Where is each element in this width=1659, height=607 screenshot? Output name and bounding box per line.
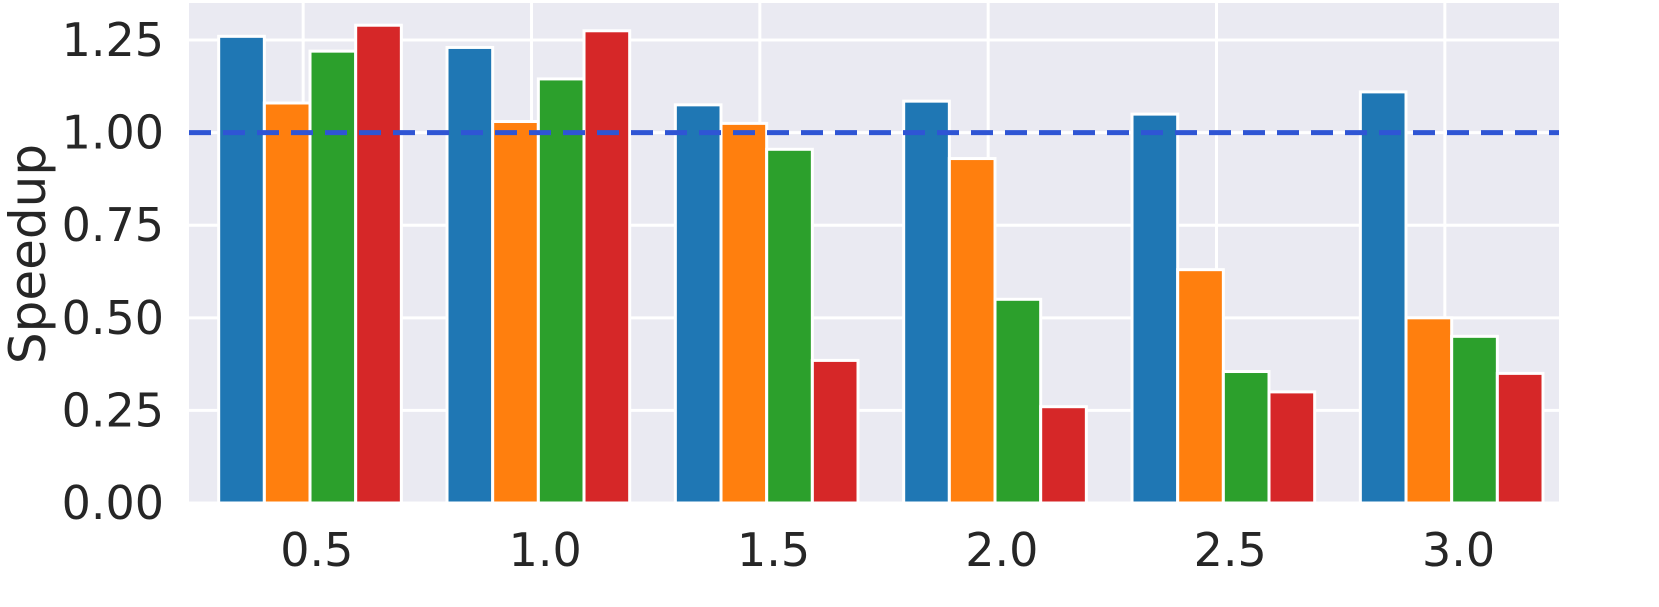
bar xyxy=(262,101,312,505)
y-tick-label: 0.00 xyxy=(62,476,164,530)
bar xyxy=(902,99,951,505)
x-tick-label: 1.5 xyxy=(737,523,810,577)
bar xyxy=(1404,316,1454,505)
bar xyxy=(217,34,266,505)
bar xyxy=(1039,405,1088,505)
bar xyxy=(810,358,860,505)
y-tick-label: 1.25 xyxy=(62,13,164,67)
bar xyxy=(765,147,814,505)
bar xyxy=(1176,268,1225,505)
x-tick-label: 0.5 xyxy=(280,523,353,577)
bar xyxy=(308,49,358,505)
bar xyxy=(582,29,632,505)
bar xyxy=(445,45,495,505)
bar xyxy=(719,121,769,505)
bar xyxy=(1221,370,1271,505)
y-axis-label: Speedup xyxy=(0,144,57,364)
bar xyxy=(1130,112,1180,505)
bar xyxy=(1495,371,1545,505)
bar xyxy=(673,103,723,505)
bar xyxy=(491,120,540,505)
bar xyxy=(1450,334,1499,505)
bar xyxy=(1267,390,1317,505)
bars xyxy=(217,23,1545,505)
bar xyxy=(1358,90,1408,505)
bar xyxy=(354,23,403,505)
y-tick-label: 0.50 xyxy=(62,291,164,345)
bar xyxy=(536,77,586,505)
y-tick-label: 0.25 xyxy=(62,383,164,437)
bar xyxy=(993,297,1043,505)
x-tick-label: 3.0 xyxy=(1422,523,1495,577)
bar xyxy=(947,157,997,505)
y-tick-label: 1.00 xyxy=(62,106,164,160)
x-tick-labels: 0.5 1.0 1.5 2.0 2.5 3.0 xyxy=(280,523,1495,577)
x-tick-label: 1.0 xyxy=(509,523,582,577)
y-tick-labels: 0.00 0.25 0.50 0.75 1.00 1.25 xyxy=(62,13,164,530)
x-tick-label: 2.0 xyxy=(965,523,1038,577)
x-tick-label: 2.5 xyxy=(1194,523,1267,577)
plot-area xyxy=(189,3,1559,503)
y-tick-label: 0.75 xyxy=(62,198,164,252)
